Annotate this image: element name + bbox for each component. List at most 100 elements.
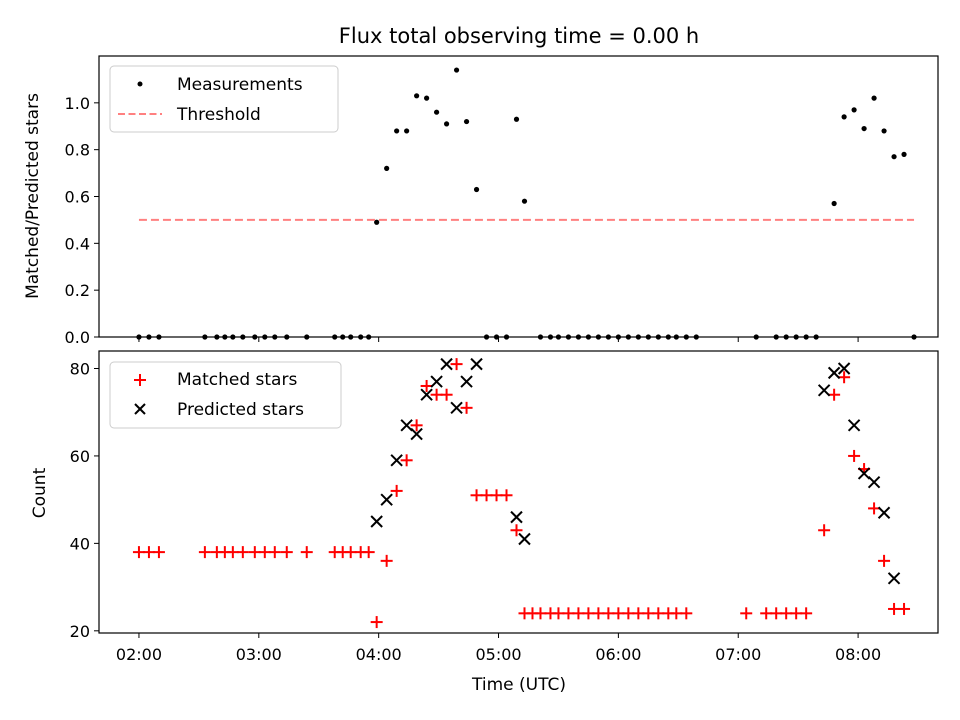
measurements-point (284, 334, 290, 340)
measurements-point (404, 128, 410, 134)
measurements-point (443, 121, 450, 127)
measurements-point (673, 334, 679, 340)
matched-stars-point (410, 419, 423, 432)
top-legend: Measurements Threshold (109, 65, 339, 133)
top-y-tick-label: 1.0 (65, 94, 90, 113)
predicted-stars-point-b (400, 419, 413, 432)
bottom-plot-area (98, 350, 939, 634)
top-y-tick-label: 0.0 (65, 328, 90, 347)
measurements-point (537, 334, 544, 340)
predicted-stars-point (440, 357, 453, 371)
predicted-stars-point (450, 401, 463, 415)
measurements-point (240, 334, 246, 340)
measurements-point (262, 334, 268, 340)
measurements-point (332, 334, 338, 340)
measurements-point (513, 116, 520, 122)
predicted-stars-point (827, 366, 841, 380)
top-y-axis: 0.0 0.2 0.4 0.6 0.8 1.0 (65, 94, 99, 347)
x-tick-label: 07:00 (715, 645, 761, 664)
predicted-stars-point (887, 572, 901, 585)
predicted-stars-point-b (827, 366, 841, 380)
legend-predicted-label: Predicted stars (177, 400, 304, 420)
predicted-stars-point-b (380, 493, 393, 506)
x-tick-label: 05:00 (475, 645, 521, 664)
measurements-point (635, 334, 641, 340)
measurements-point (521, 198, 528, 204)
matched-stars-point (740, 607, 753, 620)
predicted-stars-point-b (510, 510, 523, 524)
measurements-point (473, 186, 480, 193)
measurements-point (773, 334, 779, 340)
top-y-tick-label: 0.2 (65, 281, 90, 300)
measurements-point (693, 334, 699, 340)
predicted-stars-point-b (817, 384, 831, 397)
measurements-point (595, 334, 602, 340)
measurements-point (645, 334, 651, 340)
predicted-stars-point-b (867, 475, 881, 489)
measurements-point (891, 154, 897, 160)
predicted-stars-point (370, 515, 383, 528)
measurements-point (841, 114, 847, 120)
x-axis-label: Time (UTC) (471, 675, 566, 695)
measurements-point (555, 334, 562, 340)
measurements-point (424, 95, 430, 101)
predicted-stars-point-b (518, 532, 531, 546)
bottom-legend: Matched stars Predicted stars (109, 361, 342, 429)
x-tick-label: 03:00 (236, 645, 282, 664)
matched-stars-point (818, 524, 831, 537)
predicted-stars-point-b (370, 515, 383, 528)
measurements-point (493, 334, 500, 340)
predicted-stars-point (430, 375, 443, 388)
matched-stars-point (268, 546, 281, 559)
measurements-point (615, 334, 621, 340)
predicted-stars-point (460, 375, 473, 388)
measurements-point (831, 200, 837, 207)
measurements-point (803, 334, 809, 340)
measurements-point (585, 334, 592, 340)
matched-stars-point (878, 554, 891, 567)
predicted-stars-point-b (450, 401, 463, 415)
measurements-point (605, 334, 611, 340)
bottom-legend-box (109, 361, 342, 429)
measurements-point (463, 118, 470, 125)
bottom-x-axis: 02:00 03:00 04:00 05:00 06:00 07:00 08:00 (116, 633, 881, 664)
measurements-point (625, 334, 631, 340)
matched-stars-point (370, 616, 383, 629)
bottom-y-axis-label: Count (30, 467, 50, 518)
measurements-point (793, 334, 799, 340)
legend-measurements-marker (137, 81, 143, 87)
predicted-stars-point (390, 454, 403, 467)
legend-predicted-marker (134, 403, 146, 415)
matched-stars-point (236, 546, 249, 559)
measurements-point (146, 334, 152, 340)
matched-stars-point (300, 546, 313, 559)
legend-matched-label: Matched stars (177, 370, 297, 390)
bottom-y-tick-label: 80 (70, 359, 90, 378)
predicted-stars-point (877, 506, 891, 519)
measurements-point (384, 165, 390, 171)
matched-stars-point (198, 546, 211, 559)
predicted-stars-point (510, 510, 523, 524)
predicted-stars-point (400, 419, 413, 432)
measurements-point (453, 67, 460, 73)
predicted-stars-point-b (460, 375, 473, 388)
legend-matched-marker (134, 374, 146, 386)
matched-stars-point (838, 371, 851, 384)
measurements-point (304, 334, 310, 340)
bottom-y-tick-label: 40 (70, 534, 90, 553)
matched-stars-point (500, 489, 513, 502)
measurements-point (340, 334, 346, 340)
measurements-point (272, 334, 278, 340)
measurements-point (503, 334, 510, 340)
predicted-stars-point (867, 475, 881, 489)
measurements-point (783, 334, 789, 340)
measurements-point (575, 334, 582, 340)
predicted-stars-point-b (390, 454, 403, 467)
measurements-point (222, 334, 228, 340)
bottom-y-tick-label: 60 (70, 447, 90, 466)
matched-stars-point (362, 546, 375, 559)
predicted-stars-point (857, 467, 871, 480)
matched-stars-point (280, 546, 293, 559)
matched-stars-point (800, 607, 813, 620)
measurements-point (366, 334, 372, 340)
